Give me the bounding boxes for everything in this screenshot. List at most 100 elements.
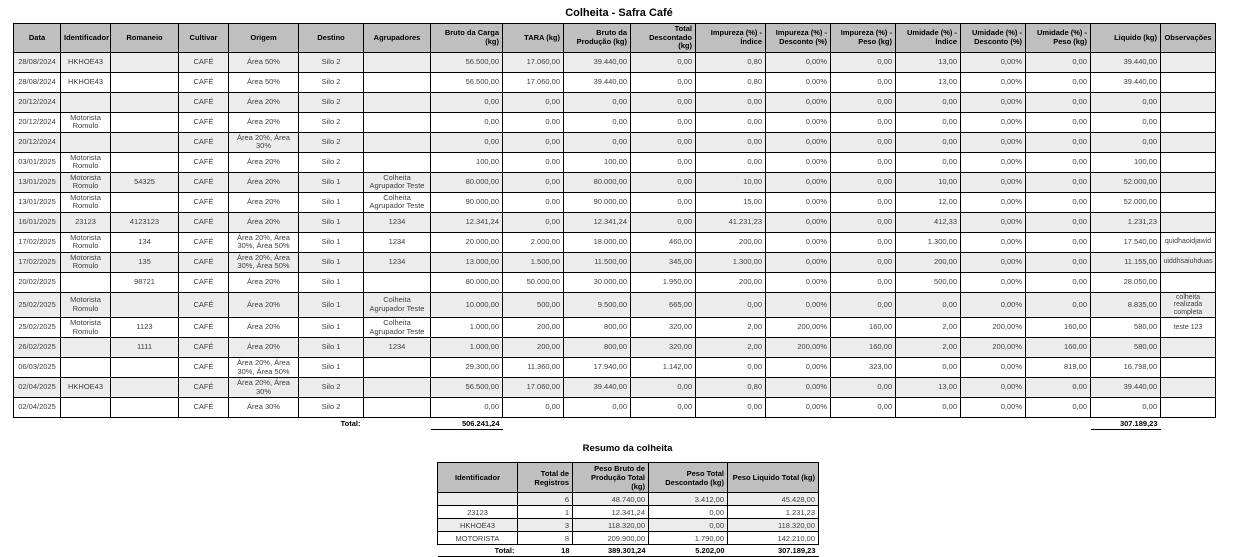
table-row: 25/02/2025 Motorista Romulo 1123 CAFÉ Área 2… bbox=[13, 317, 1216, 338]
table-cell: 98721 bbox=[110, 271, 179, 293]
table-cell: 0,00% bbox=[960, 151, 1026, 173]
table-cell bbox=[1160, 51, 1216, 73]
table-cell: 0,00% bbox=[765, 231, 831, 253]
table-cell: 0,00% bbox=[765, 211, 831, 233]
summary-header-row: Identificador Total de Registros Peso Brut… bbox=[437, 462, 819, 493]
table-cell: 0,00% bbox=[765, 377, 831, 398]
table-cell: 320,00 bbox=[630, 337, 696, 358]
harvest-table-header: Data Identificador Romaneio Cultivar Origem D… bbox=[13, 23, 1216, 53]
column-header-14: Umidade (%) - Índice bbox=[895, 23, 961, 53]
table-cell: 320,00 bbox=[630, 317, 696, 338]
table-cell: 13.000,00 bbox=[430, 251, 503, 273]
table-cell: 0,00 bbox=[895, 91, 961, 113]
table-cell: 0,00 bbox=[630, 211, 696, 233]
table-cell: Silo 1 bbox=[298, 191, 364, 213]
table-cell: 460,00 bbox=[630, 231, 696, 253]
table-cell: 17/02/2025 bbox=[13, 231, 61, 253]
table-cell: 100,00 bbox=[430, 151, 503, 173]
table-cell: 17.060,00 bbox=[502, 51, 564, 73]
table-cell: 200,00 bbox=[502, 317, 564, 338]
table-cell: 3.412,00 bbox=[648, 492, 728, 506]
table-cell: Área 20%, Área 30%, Área 50% bbox=[228, 231, 299, 253]
table-cell: 2.000,00 bbox=[502, 231, 564, 253]
table-cell: 0,00 bbox=[430, 397, 503, 418]
table-cell: 0,00 bbox=[895, 131, 961, 153]
table-cell: 0,00% bbox=[960, 91, 1026, 113]
table-cell: Área 20%, Área 30%, Área 50% bbox=[228, 251, 299, 273]
table-cell: 90.000,00 bbox=[430, 191, 503, 213]
table-cell: Motorista Romulo bbox=[60, 231, 111, 253]
table-cell: 0,00% bbox=[960, 397, 1026, 418]
table-cell: Motorista Romulo bbox=[60, 191, 111, 213]
table-cell: Área 20% bbox=[228, 171, 299, 193]
table-cell: quidhaoidjawid bbox=[1160, 231, 1216, 253]
table-cell: 0,00% bbox=[765, 251, 831, 273]
table-cell: 0,00% bbox=[765, 191, 831, 213]
table-cell: Motorista Romulo bbox=[60, 111, 111, 133]
table-cell: Colheita Agrupador Teste bbox=[363, 171, 431, 193]
table-cell: Silo 2 bbox=[298, 71, 364, 93]
table-cell: Área 20% bbox=[228, 91, 299, 113]
table-cell: 0,00 bbox=[502, 111, 564, 133]
table-cell: 819,00 bbox=[1025, 357, 1091, 378]
table-cell: Motorista Romulo bbox=[60, 317, 111, 338]
table-cell: 0,00% bbox=[960, 291, 1026, 318]
table-cell: 0,00 bbox=[630, 171, 696, 193]
table-cell: 0,00 bbox=[502, 397, 564, 418]
table-cell: 0,00 bbox=[1090, 111, 1161, 133]
table-cell: 1234 bbox=[363, 231, 431, 253]
table-cell: Área 20%, Área 30% bbox=[228, 377, 299, 398]
table-cell: 26/02/2025 bbox=[13, 337, 61, 358]
table-cell bbox=[363, 111, 431, 133]
table-cell: Área 20% bbox=[228, 151, 299, 173]
summary-title: Resumo da colheita bbox=[582, 443, 673, 454]
table-cell: Área 20% bbox=[228, 291, 299, 318]
table-cell: 02/04/2025 bbox=[13, 377, 61, 398]
harvest-table-footer: Total: 506.241,24 307.189,23 bbox=[14, 417, 1216, 430]
table-cell: 0,00 bbox=[1025, 251, 1091, 273]
table-cell: 25/02/2025 bbox=[13, 317, 61, 338]
table-cell: 0,00 bbox=[1025, 111, 1091, 133]
table-cell: 0,00% bbox=[960, 131, 1026, 153]
table-row: 03/01/2025 Motorista Romulo CAFÉ Área 20% Si… bbox=[13, 151, 1216, 173]
table-cell: Colheita Agrupador Teste bbox=[363, 191, 431, 213]
table-cell: 1.231,23 bbox=[1090, 211, 1161, 233]
table-cell: 17.940,00 bbox=[563, 357, 631, 378]
table-cell: 0,00 bbox=[630, 71, 696, 93]
table-cell: 0,00% bbox=[960, 71, 1026, 93]
table-cell: 0,00 bbox=[630, 51, 696, 73]
table-cell bbox=[1160, 377, 1216, 398]
table-cell bbox=[363, 131, 431, 153]
table-cell: 0,00 bbox=[695, 131, 766, 153]
table-cell: 12,00 bbox=[895, 191, 961, 213]
table-cell bbox=[110, 111, 179, 133]
table-cell: 28/08/2024 bbox=[13, 71, 61, 93]
table-cell: 160,00 bbox=[830, 337, 896, 358]
table-cell: 200,00% bbox=[765, 317, 831, 338]
table-cell: 0,00 bbox=[895, 397, 961, 418]
table-cell: Área 20% bbox=[228, 317, 299, 338]
table-cell: 0,00% bbox=[960, 231, 1026, 253]
table-cell: 580,00 bbox=[1090, 317, 1161, 338]
table-cell: 100,00 bbox=[563, 151, 631, 173]
table-row: 28/08/2024 HKHOE43 CAFÉ Área 50% Silo 2 56.50… bbox=[13, 71, 1216, 93]
table-cell bbox=[110, 291, 179, 318]
table-cell: CAFÉ bbox=[178, 211, 229, 233]
table-cell: HKHOE43 bbox=[60, 71, 111, 93]
table-cell: 28.050,00 bbox=[1090, 271, 1161, 293]
table-cell: 10.000,00 bbox=[430, 291, 503, 318]
summary-table-body: 6 48.740,00 3.412,00 45.428,00 23123 1 12.341,… bbox=[437, 492, 819, 545]
table-cell: 160,00 bbox=[830, 317, 896, 338]
column-header-5: Destino bbox=[298, 23, 364, 53]
table-cell: 0,00 bbox=[830, 51, 896, 73]
table-cell: 200,00 bbox=[695, 271, 766, 293]
table-cell: 0,00 bbox=[563, 111, 631, 133]
table-cell: 17/02/2025 bbox=[13, 251, 61, 273]
header-row: Data Identificador Romaneio Cultivar Origem D… bbox=[13, 23, 1216, 53]
table-cell: 52.000,00 bbox=[1090, 191, 1161, 213]
table-cell: 17.060,00 bbox=[502, 377, 564, 398]
table-cell: Silo 1 bbox=[298, 271, 364, 293]
table-cell: 0,00 bbox=[695, 357, 766, 378]
summary-column-header-2: Peso Bruto de Produção Total (kg) bbox=[572, 462, 649, 493]
table-cell: CAFÉ bbox=[178, 191, 229, 213]
